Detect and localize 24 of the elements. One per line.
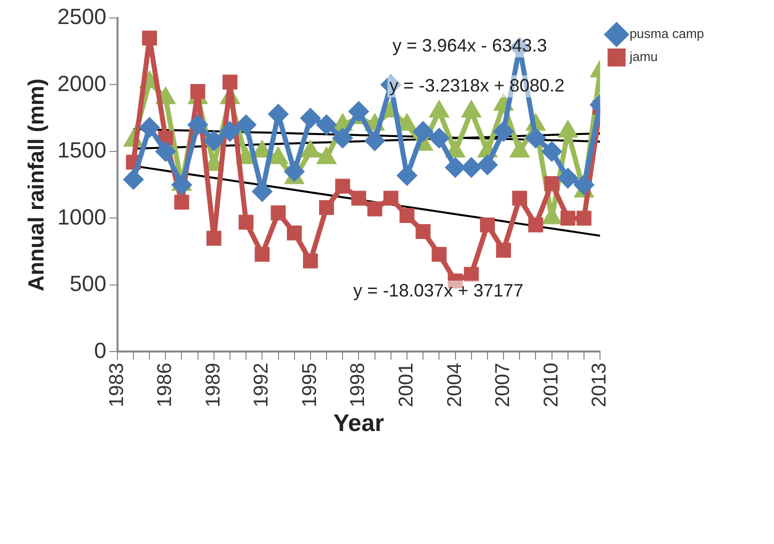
x-tick-label: 2007 [492,362,514,408]
annotation: y = 3.964x - 6343.3 [392,35,548,56]
y-tick-label: 500 [70,271,106,296]
legend-label: jamu [628,49,658,64]
annotation: y = -3.2318x + 8080.2 [389,75,565,96]
y-tick-label: 1000 [57,204,106,230]
x-tick-label: 1998 [347,362,370,408]
annotation: y = -18.037x + 37177 [353,280,524,301]
x-tick-label: 2004 [444,362,466,408]
x-tick-label: 1995 [298,362,321,408]
x-tick-label: 1992 [250,362,273,408]
y-tick-label: 0 [94,338,106,363]
x-tick-label: 1983 [106,362,128,408]
x-tick-label: 2013 [588,362,611,408]
y-tick-label: 2000 [57,70,106,96]
x-tick-label: 2010 [540,362,562,408]
y-axis-title: Annual rainfall (mm) [23,78,48,292]
y-tick-label: 2500 [57,4,106,30]
y-tick-label: 1500 [57,138,106,163]
x-axis-title: Year [333,410,384,438]
legend-label: pusma camp [630,26,704,42]
x-tick-label: 1986 [154,362,176,408]
x-tick-label: 1989 [202,362,224,408]
x-tick-label: 2001 [396,362,418,408]
